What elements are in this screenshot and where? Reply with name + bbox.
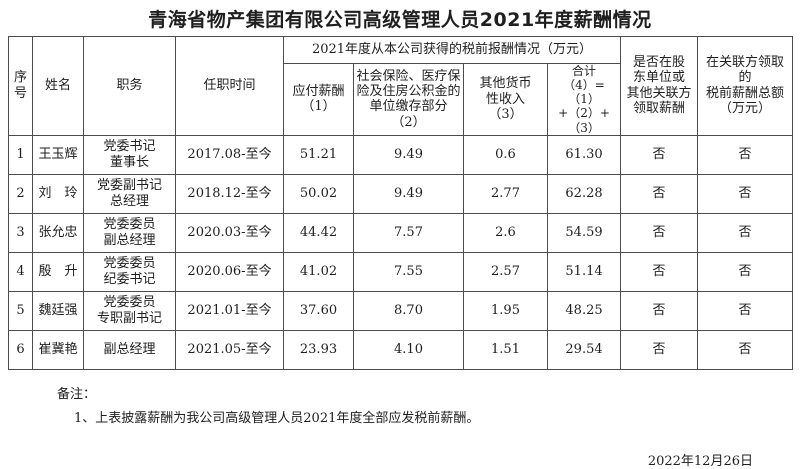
cell-payable: 50.02 — [283, 173, 354, 214]
cell-other-income: 2.57 — [463, 251, 548, 292]
table-row: 5 魏廷强 党委委员 专职副书记 2021.01-至今 37.60 8.70 1.95 48.… — [8, 290, 794, 331]
cell-insurance: 7.57 — [353, 212, 464, 253]
col-header-tenure: 任职时间 — [175, 36, 284, 136]
col-header-position: 职务 — [83, 36, 176, 136]
col-header-income-group: 2021年度从本公司获得的税前报酬情况（万元） — [282, 36, 622, 64]
cell-insurance: 9.49 — [353, 134, 464, 175]
table-row: 3 张允忠 党委委员 副总经理 2020.03-至今 44.42 7.57 2.6 54.59… — [8, 212, 794, 253]
col-header-total: 合计 （4）=（1） +（2）+ （3） — [546, 63, 622, 136]
col-header-shareholder-pay: 是否在股 东单位或 其他关联方 领取薪酬 — [620, 36, 699, 136]
cell-seq: 2 — [8, 173, 33, 214]
cell-seq: 3 — [8, 212, 33, 253]
cell-total: 61.30 — [546, 134, 622, 175]
cell-position: 党委委员 副总经理 — [83, 212, 176, 253]
salary-table: 序 号 姓名 职务 任职时间 2021年度从本公司获得的税前报酬情况（万元） 是… — [8, 36, 794, 370]
notes-label: 备注： — [57, 386, 97, 402]
table-row: 1 王玉辉 党委书记 董事长 2017.08-至今 51.21 9.49 0.6 61.30 否… — [8, 134, 794, 175]
cell-name: 魏廷强 — [32, 290, 84, 331]
cell-name: 王玉辉 — [32, 134, 84, 175]
cell-payable: 37.60 — [283, 290, 354, 331]
cell-total: 48.25 — [546, 290, 622, 331]
cell-insurance: 4.10 — [353, 329, 464, 370]
note-item-1: 1、上表披露薪酬为我公司高级管理人员2021年度全部应发税前薪酬。 — [74, 410, 480, 426]
page-title: 青海省物产集团有限公司高级管理人员2021年度薪酬情况 — [148, 9, 652, 31]
cell-name: 张允忠 — [32, 212, 84, 253]
notes-section: 备注： 1、上表披露薪酬为我公司高级管理人员2021年度全部应发税前薪酬。 — [57, 383, 800, 426]
document-date: 2022年12月26日 — [647, 453, 753, 469]
cell-payable: 51.21 — [283, 134, 354, 175]
cell-other-income: 1.95 — [463, 290, 548, 331]
cell-related-total: 否 — [697, 134, 794, 175]
col-header-payable: 应付薪酬 （1） — [283, 63, 354, 136]
cell-related-total: 否 — [697, 329, 794, 370]
cell-related-total: 否 — [697, 290, 794, 331]
col-header-other-income: 其他货币 性收入 （3） — [463, 63, 548, 136]
cell-seq: 6 — [8, 329, 33, 370]
cell-shareholder-pay: 否 — [620, 212, 699, 253]
cell-tenure: 2017.08-至今 — [175, 134, 284, 175]
cell-name: 刘 玲 — [32, 173, 84, 214]
cell-other-income: 2.77 — [463, 173, 548, 214]
cell-other-income: 0.6 — [463, 134, 548, 175]
header-row-1: 序 号 姓名 职务 任职时间 2021年度从本公司获得的税前报酬情况（万元） 是… — [8, 36, 794, 136]
document-page: 青海省物产集团有限公司高级管理人员2021年度薪酬情况 序 号 姓名 职务 任职… — [8, 9, 800, 469]
cell-other-income: 2.6 — [463, 212, 548, 253]
table-row: 6 崔冀艳 副总经理 2021.05-至今 23.93 4.10 1.51 29.54 否否 — [8, 329, 794, 370]
cell-insurance: 9.49 — [353, 173, 464, 214]
cell-shareholder-pay: 否 — [620, 329, 699, 370]
cell-name: 殷 升 — [32, 251, 84, 292]
cell-related-total: 否 — [697, 173, 794, 214]
header-row-2: 应付薪酬 （1） 社会保险、医疗保 险及住房公积金的 单位缴存部分 （2） 其他… — [9, 63, 793, 136]
cell-insurance: 8.70 — [353, 290, 464, 331]
cell-position: 党委委员 专职副书记 — [83, 290, 176, 331]
cell-related-total: 否 — [697, 251, 794, 292]
cell-position: 党委副书记 总经理 — [83, 173, 176, 214]
cell-seq: 1 — [8, 134, 33, 175]
col-header-seq: 序 号 — [8, 36, 33, 136]
cell-shareholder-pay: 否 — [620, 134, 699, 175]
col-header-name: 姓名 — [32, 36, 84, 136]
cell-payable: 41.02 — [283, 251, 354, 292]
cell-tenure: 2018.12-至今 — [175, 173, 284, 214]
cell-payable: 23.93 — [283, 329, 354, 370]
cell-tenure: 2021.01-至今 — [175, 290, 284, 331]
cell-shareholder-pay: 否 — [620, 251, 699, 292]
cell-shareholder-pay: 否 — [620, 173, 699, 214]
cell-related-total: 否 — [697, 212, 794, 253]
cell-payable: 44.42 — [283, 212, 354, 253]
cell-seq: 4 — [8, 251, 33, 292]
cell-other-income: 1.51 — [463, 329, 548, 370]
cell-shareholder-pay: 否 — [620, 290, 699, 331]
cell-insurance: 7.55 — [353, 251, 464, 292]
cell-tenure: 2020.03-至今 — [175, 212, 284, 253]
cell-tenure: 2020.06-至今 — [175, 251, 284, 292]
cell-position: 副总经理 — [83, 329, 176, 370]
cell-tenure: 2021.05-至今 — [175, 329, 284, 370]
col-header-related-total: 在关联方领取的 税前薪酬总额 （万元） — [697, 36, 794, 136]
cell-seq: 5 — [8, 290, 33, 331]
cell-position: 党委委员 纪委书记 — [83, 251, 176, 292]
cell-name: 崔冀艳 — [32, 329, 84, 370]
cell-total: 29.54 — [546, 329, 622, 370]
cell-total: 54.59 — [546, 212, 622, 253]
cell-total: 62.28 — [546, 173, 622, 214]
col-header-insurance: 社会保险、医疗保 险及住房公积金的 单位缴存部分 （2） — [353, 63, 464, 136]
cell-total: 51.14 — [546, 251, 622, 292]
cell-position: 党委书记 董事长 — [83, 134, 176, 175]
